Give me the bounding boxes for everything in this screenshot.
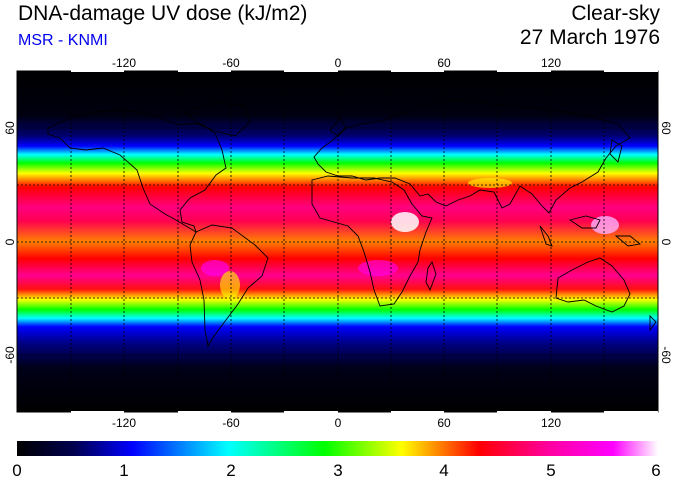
lon-label-top: 0: [335, 56, 342, 70]
sky-condition: Clear-sky: [571, 2, 660, 25]
lon-label-top: 60: [437, 56, 451, 70]
colorbar-tick-label: 1: [119, 461, 128, 480]
lat-label-left: -60: [3, 346, 17, 364]
colorbar-tick-label: 3: [333, 461, 342, 480]
lat-label-right: 0: [659, 239, 673, 246]
frame-ticks: [71, 70, 658, 413]
lon-label-bottom: 120: [541, 416, 561, 430]
lon-label-top: -60: [222, 56, 240, 70]
lon-label-bottom: 60: [437, 416, 451, 430]
lon-label-bottom: 0: [335, 416, 342, 430]
map-date: 27 March 1976: [519, 26, 660, 49]
lon-label-bottom: -60: [222, 416, 240, 430]
lat-label-left: 0: [3, 238, 17, 245]
map-title: DNA-damage UV dose (kJ/m2): [18, 2, 308, 25]
colorbar-tick-label: 5: [546, 461, 555, 480]
colorbar-tick-label: 0: [12, 461, 21, 480]
colorbar-tick-label: 2: [226, 461, 235, 480]
colorbar-tick-label: 4: [439, 461, 448, 480]
lat-label-left: 60: [3, 121, 17, 135]
lat-label-right: -60: [659, 346, 673, 364]
source-credit: MSR - KNMI: [18, 32, 108, 49]
coastlines: [47, 99, 657, 348]
graticule: [17, 71, 658, 412]
lat-label-right: 60: [659, 121, 673, 135]
lon-label-bottom: -120: [112, 416, 136, 430]
uv-dose-field: [17, 71, 658, 412]
colorbar-tick-label: 6: [651, 461, 660, 480]
lon-label-top: 120: [541, 56, 561, 70]
regional-highlights: [201, 178, 619, 299]
colorbar: [17, 441, 658, 456]
lon-label-top: -120: [112, 56, 136, 70]
